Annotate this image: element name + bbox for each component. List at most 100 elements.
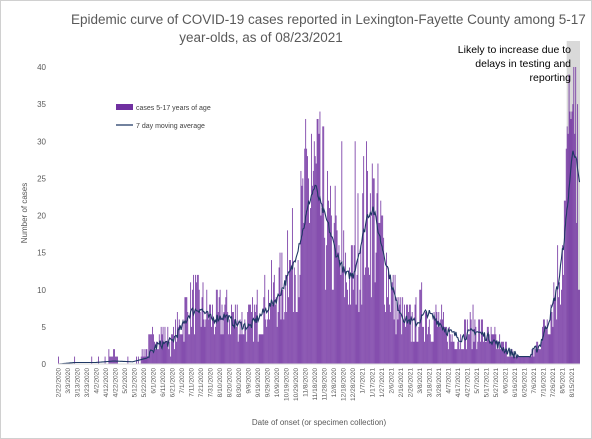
case-bar xyxy=(479,319,481,364)
case-bar xyxy=(454,349,456,364)
case-bar xyxy=(211,326,212,365)
case-bar xyxy=(572,104,574,365)
case-bar xyxy=(420,289,422,364)
case-bar xyxy=(368,267,369,364)
case-bar xyxy=(288,297,289,364)
case-bar xyxy=(339,260,341,364)
case-bar xyxy=(438,312,440,364)
case-bar xyxy=(379,222,381,364)
case-bar xyxy=(477,341,479,364)
x-tick-label: 1/27/2021 xyxy=(379,368,386,398)
x-tick-label: 12/18/2020 xyxy=(341,368,348,401)
x-tick-label: 5/22/2020 xyxy=(141,368,148,398)
case-bar xyxy=(413,341,415,364)
case-bar xyxy=(253,304,255,364)
case-bar xyxy=(155,349,156,364)
case-bar xyxy=(466,319,468,364)
case-bar xyxy=(305,118,307,364)
case-bar xyxy=(321,208,323,364)
case-bar xyxy=(255,304,257,364)
case-bar xyxy=(204,326,206,365)
x-tick-label: 5/27/2021 xyxy=(493,368,500,398)
case-bar xyxy=(444,326,445,365)
case-bar xyxy=(428,319,430,364)
case-bar xyxy=(254,312,256,364)
case-bar xyxy=(313,141,315,364)
case-bar xyxy=(435,304,437,364)
case-bar xyxy=(404,304,405,364)
case-bar xyxy=(286,312,288,364)
x-tick-label: 9/9/2020 xyxy=(246,368,253,394)
case-bar xyxy=(540,349,541,364)
case-bar xyxy=(259,334,261,364)
case-bar xyxy=(218,297,220,364)
case-bar xyxy=(485,341,487,364)
case-bar xyxy=(143,349,145,364)
case-bar xyxy=(500,349,502,364)
case-bar xyxy=(156,341,157,364)
case-bar xyxy=(358,312,360,364)
x-tick-label: 3/23/2020 xyxy=(84,368,91,398)
case-bar xyxy=(222,334,224,364)
case-bar xyxy=(562,274,564,364)
x-tick-label: 7/26/2021 xyxy=(550,368,557,398)
case-bar xyxy=(520,356,521,364)
case-bar xyxy=(502,341,503,364)
case-bar xyxy=(190,282,192,364)
case-bar xyxy=(158,334,160,364)
case-bar xyxy=(476,349,478,364)
case-bar xyxy=(268,289,270,364)
case-bar xyxy=(498,349,500,364)
case-bar xyxy=(455,349,457,364)
x-tick-label: 8/30/2020 xyxy=(236,368,243,398)
case-bar xyxy=(341,141,343,364)
case-bar xyxy=(329,208,330,364)
case-bar xyxy=(269,319,270,364)
case-bar xyxy=(424,341,425,364)
case-bar xyxy=(519,356,521,364)
case-bar xyxy=(447,349,449,364)
case-bar xyxy=(148,334,150,364)
case-bar xyxy=(405,326,406,365)
case-bar xyxy=(310,133,312,364)
x-tick-label: 6/26/2021 xyxy=(521,368,528,398)
case-bar xyxy=(140,356,142,364)
x-tick-label: 7/1/2020 xyxy=(179,368,186,394)
case-bar xyxy=(491,334,493,364)
case-bar xyxy=(115,356,116,364)
case-bar xyxy=(146,349,148,364)
case-bar xyxy=(403,319,405,364)
annotation-line-2: delays in testing and xyxy=(475,58,571,70)
case-bar xyxy=(356,274,358,364)
x-tick-label: 9/19/2020 xyxy=(255,368,262,398)
case-bar xyxy=(291,208,293,364)
case-bar xyxy=(470,319,472,364)
case-bar xyxy=(298,297,300,364)
case-bar xyxy=(395,334,397,364)
case-bar xyxy=(178,319,180,364)
case-bar xyxy=(182,319,184,364)
y-tick-label: 30 xyxy=(37,137,46,146)
case-bar xyxy=(228,334,230,364)
case-bar xyxy=(200,326,202,365)
case-bar xyxy=(481,319,482,364)
case-bar xyxy=(495,334,497,364)
case-bar xyxy=(302,178,304,365)
case-bar xyxy=(188,334,190,364)
case-bar xyxy=(384,304,386,364)
case-bar xyxy=(347,289,348,364)
case-bar xyxy=(388,304,390,364)
case-bar xyxy=(488,334,490,364)
case-bar xyxy=(437,326,439,365)
x-tick-label: 8/5/2021 xyxy=(559,368,566,394)
case-bar xyxy=(504,341,506,364)
case-bar xyxy=(233,312,234,364)
case-bar xyxy=(175,341,177,364)
case-bar xyxy=(415,297,417,364)
case-bar xyxy=(223,312,225,364)
case-bar xyxy=(150,334,152,364)
case-bar xyxy=(397,319,399,364)
x-tick-label: 2/22/2020 xyxy=(55,368,62,398)
case-bar xyxy=(365,267,366,364)
